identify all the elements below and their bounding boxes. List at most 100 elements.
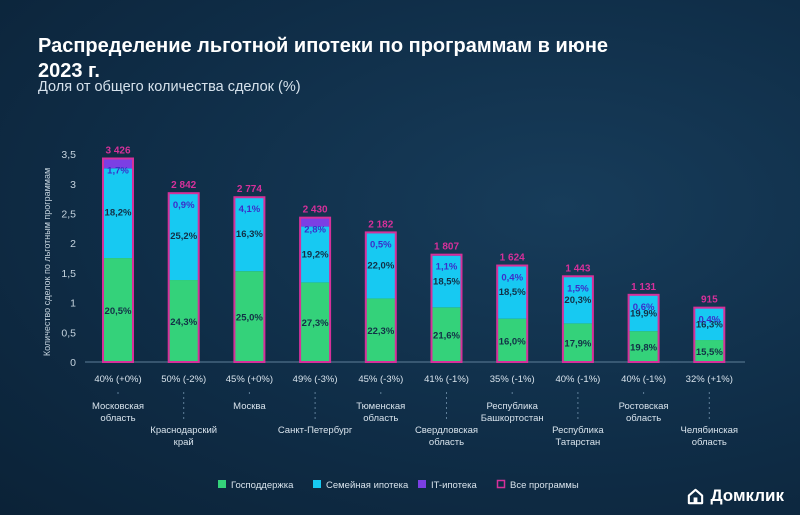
- x-category-label: Москва: [233, 401, 266, 412]
- y-tick-label: 0,5: [61, 327, 76, 339]
- bar-segment-Господдержка: [497, 318, 528, 362]
- segment-label: 27,3%: [302, 318, 329, 329]
- brand-name: Домклик: [710, 486, 784, 505]
- segment-label: 2,8%: [304, 225, 326, 236]
- legend-swatch: [313, 480, 321, 488]
- share-label: 41% (-1%): [424, 374, 469, 385]
- total-label: 1 443: [565, 263, 590, 274]
- total-label: 2 774: [237, 184, 262, 195]
- bar-total-outline: [299, 216, 332, 363]
- bar-segment-Семейная ипотека: [628, 294, 659, 332]
- x-category-label: Челябинская: [681, 425, 739, 436]
- total-label: 2 182: [368, 219, 393, 230]
- segment-label: 0,9%: [173, 200, 195, 211]
- bar-segment-Семейная ипотека: [562, 276, 593, 324]
- segment-label: 16,0%: [499, 336, 526, 347]
- x-category-label: область: [100, 413, 135, 424]
- bar-segment-IT-ипотека: [300, 217, 331, 227]
- legend-label: Господдержка: [231, 480, 294, 491]
- bar-segment-Господдержка: [103, 258, 133, 362]
- y-tick-label: 2,5: [61, 209, 76, 221]
- share-label: 35% (-1%): [490, 374, 535, 385]
- x-category-label: Республика: [552, 425, 604, 436]
- total-label: 2 430: [303, 205, 328, 216]
- total-label: 915: [701, 295, 718, 306]
- y-tick-label: 0: [70, 357, 76, 369]
- bar-segment-Семейная ипотека: [168, 193, 199, 281]
- x-category-label: край: [174, 437, 194, 448]
- segment-label: 0,6%: [633, 302, 655, 313]
- y-tick-label: 3: [70, 179, 76, 191]
- share-label: 50% (-2%): [161, 374, 206, 385]
- bar-segment-Семейная ипотека: [365, 233, 396, 299]
- segment-label: 25,2%: [170, 231, 197, 242]
- y-tick-label: 1,5: [61, 268, 76, 280]
- legend-swatch: [218, 480, 226, 488]
- brand-logo: Домклик: [686, 486, 784, 506]
- x-category-label: Ростовская: [619, 401, 669, 412]
- x-category-label: Тюменская: [356, 401, 405, 412]
- x-category-label: область: [429, 437, 464, 448]
- x-category-label: область: [363, 413, 398, 424]
- segment-label: 22,3%: [367, 326, 394, 337]
- share-label: 45% (-3%): [358, 374, 403, 385]
- bar-segment-Семейная ипотека: [431, 255, 462, 308]
- segment-label: 18,5%: [499, 287, 526, 298]
- bar-segment-Семейная ипотека: [300, 226, 331, 283]
- bar-segment-Господдержка: [694, 340, 725, 362]
- x-category-label: Республика: [486, 401, 538, 412]
- bar-segment-Господдержка: [562, 323, 593, 362]
- x-category-label: Санкт-Петербург: [278, 425, 353, 436]
- total-label: 1 624: [500, 253, 525, 264]
- bar-segment-Семейная ипотека: [103, 168, 133, 259]
- segment-label: 16,3%: [696, 319, 723, 330]
- share-label: 40% (-1%): [555, 374, 600, 385]
- segment-label: 20,3%: [564, 295, 591, 306]
- bar-segment-Семейная ипотека: [234, 197, 265, 272]
- segment-label: 18,2%: [105, 207, 132, 218]
- bar-total-outline: [693, 306, 726, 363]
- segment-label: 4,1%: [239, 204, 261, 215]
- x-category-label: область: [692, 437, 727, 448]
- bar-segment-Господдержка: [365, 298, 396, 362]
- segment-label: 15,5%: [696, 347, 723, 358]
- legend-swatch: [496, 479, 506, 489]
- bar-total-outline: [496, 264, 529, 363]
- segment-label: 19,9%: [630, 308, 657, 319]
- segment-label: 16,3%: [236, 229, 263, 240]
- x-category-label: Свердловская: [415, 425, 478, 436]
- bar-total-outline: [561, 275, 594, 363]
- bar-total-outline: [167, 192, 200, 363]
- segment-label: 0,4%: [698, 315, 720, 326]
- segment-label: 20,5%: [105, 306, 132, 317]
- bar-total-outline: [102, 157, 134, 363]
- legend-label: Все программы: [510, 480, 579, 491]
- house-icon: [688, 488, 704, 504]
- x-category-label: Татарстан: [556, 437, 601, 448]
- x-category-label: Краснодарский: [150, 425, 217, 436]
- share-label: 49% (-3%): [293, 374, 338, 385]
- chart-title: Распределение льготной ипотеки по програ…: [38, 35, 609, 82]
- bar-total-outline: [233, 196, 266, 363]
- y-axis-label: Количество сделок по льготным программам: [42, 168, 52, 356]
- total-label: 2 842: [171, 180, 196, 191]
- segment-label: 19,8%: [630, 343, 657, 354]
- segment-label: 18,5%: [433, 276, 460, 287]
- total-label: 1 131: [631, 282, 656, 293]
- share-label: 32% (+1%): [686, 374, 733, 385]
- segment-label: 1,7%: [107, 165, 129, 176]
- segment-label: 1,1%: [436, 262, 458, 273]
- bar-segment-Господдержка: [234, 271, 265, 362]
- segment-label: 22,0%: [367, 260, 394, 271]
- x-category-label: область: [626, 413, 661, 424]
- segment-label: 21,6%: [433, 331, 460, 342]
- segment-label: 24,3%: [170, 317, 197, 328]
- bar-total-outline: [627, 293, 660, 363]
- bar-segment-Семейная ипотека: [694, 307, 725, 341]
- segment-label: 17,9%: [564, 339, 591, 350]
- bar-segment-IT-ипотека: [103, 158, 133, 169]
- share-label: 40% (+0%): [94, 374, 141, 385]
- bar-total-outline: [364, 231, 397, 363]
